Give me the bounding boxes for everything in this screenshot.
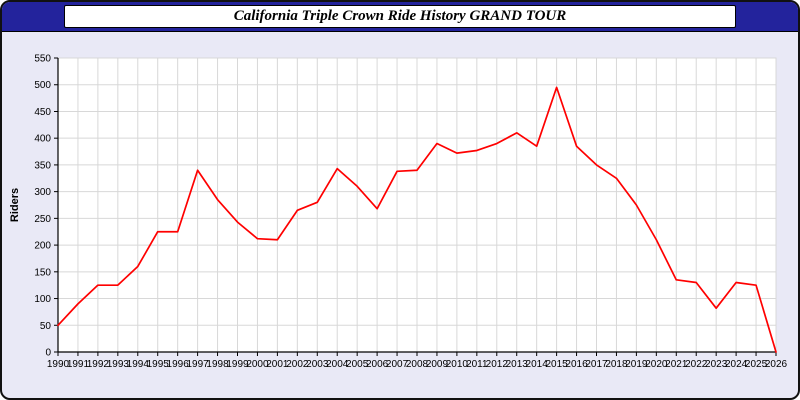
x-tick-label: 2012 [486, 359, 509, 370]
x-tick-label: 2000 [246, 359, 269, 370]
x-tick-label: 1994 [127, 359, 150, 370]
x-tick-label: 1997 [186, 359, 209, 370]
x-tick-label: 2015 [545, 359, 568, 370]
x-tick-label: 2009 [426, 359, 449, 370]
x-tick-label: 1995 [147, 359, 170, 370]
x-tick-label: 2003 [306, 359, 329, 370]
x-tick-label: 2006 [366, 359, 389, 370]
x-tick-label: 2001 [266, 359, 289, 370]
y-tick-label: 350 [34, 160, 51, 171]
x-tick-label: 2022 [685, 359, 708, 370]
chart-area: 0 50 100 150 200 250 300 350 400 450 500 550 1990 199… [2, 32, 798, 398]
x-tick-label: 1993 [107, 359, 130, 370]
y-axis-title: Riders [9, 188, 21, 222]
y-tick-label: 50 [40, 321, 52, 332]
x-tick-label: 1991 [67, 359, 90, 370]
x-tick-label: 2020 [645, 359, 668, 370]
x-tick-label: 1998 [206, 359, 229, 370]
x-tick-label: 2024 [725, 359, 748, 370]
chart-title-box: California Triple Crown Ride History GRA… [64, 5, 736, 28]
x-tick-label: 2004 [326, 359, 349, 370]
line-chart: 0501001502002503003504004505005501990199… [9, 54, 788, 371]
x-tick-label: 2025 [745, 359, 768, 370]
x-tick-label: 1990 [47, 359, 70, 370]
y-tick-label: 450 [34, 107, 51, 118]
x-tick-label: 2005 [346, 359, 369, 370]
x-tick-label: 2010 [446, 359, 469, 370]
y-tick-label: 400 [34, 134, 51, 145]
x-tick-label: 2021 [665, 359, 688, 370]
y-tick-label: 150 [34, 267, 51, 278]
x-tick-label: 2008 [406, 359, 429, 370]
x-tick-label: 2026 [765, 359, 788, 370]
x-tick-label: 2013 [506, 359, 529, 370]
y-tick-label: 0 [45, 348, 51, 359]
y-tick-label: 250 [34, 214, 51, 225]
x-tick-label: 2018 [605, 359, 628, 370]
x-tick-label: 1999 [226, 359, 249, 370]
x-tick-label: 2017 [585, 359, 608, 370]
x-tick-label: 2007 [386, 359, 409, 370]
y-tick-label: 300 [34, 187, 51, 198]
x-tick-label: 2014 [526, 359, 549, 370]
x-tick-label: 2023 [705, 359, 728, 370]
x-tick-label: 2002 [286, 359, 309, 370]
x-tick-label: 2019 [625, 359, 648, 370]
x-tick-label: 2016 [565, 359, 588, 370]
title-bar: California Triple Crown Ride History GRA… [2, 2, 798, 32]
y-tick-label: 100 [34, 294, 51, 305]
data-line [57, 86, 777, 353]
chart-title: California Triple Crown Ride History GRA… [233, 8, 567, 24]
x-tick-label: 2011 [466, 359, 488, 370]
x-tick-label: 1996 [167, 359, 190, 370]
y-tick-label: 550 [34, 54, 51, 65]
x-tick-label: 1992 [87, 359, 110, 370]
y-tick-label: 200 [34, 241, 51, 252]
y-tick-label: 500 [34, 80, 51, 91]
